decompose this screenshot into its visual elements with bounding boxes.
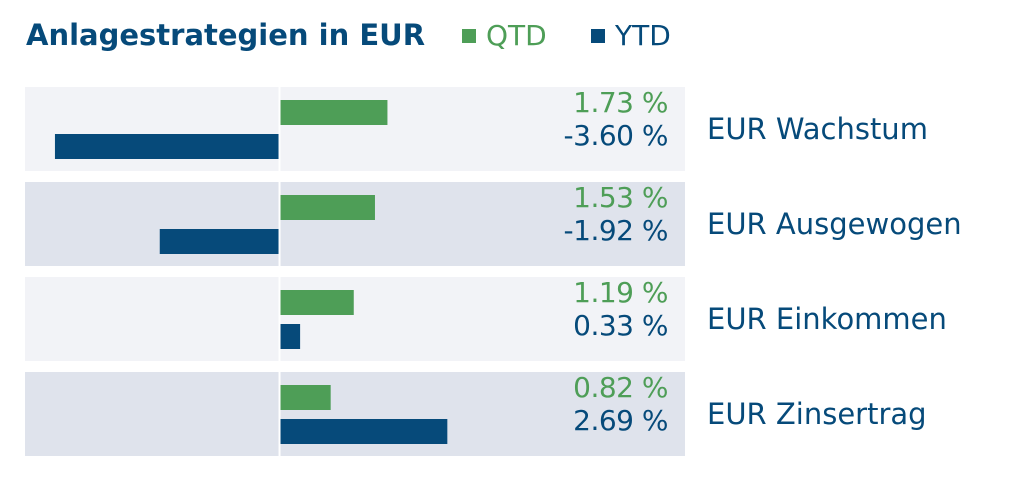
value-label-ytd: 2.69 % bbox=[573, 404, 668, 437]
value-label-ytd: -3.60 % bbox=[564, 119, 668, 152]
value-label-qtd: 1.73 % bbox=[573, 86, 668, 119]
row-background bbox=[25, 277, 685, 361]
legend: QTD YTD bbox=[462, 19, 671, 52]
category-label: EUR Einkommen bbox=[707, 302, 947, 336]
bar-ytd bbox=[54, 134, 280, 159]
category-label: EUR Zinsertrag bbox=[707, 397, 927, 431]
category-labels: EUR Wachstum EUR Ausgewogen EUR Einkommen E… bbox=[707, 112, 962, 431]
legend-label-ytd: YTD bbox=[614, 19, 671, 52]
bar-qtd bbox=[279, 385, 331, 410]
value-label-ytd: 0.33 % bbox=[573, 309, 668, 342]
bar-qtd bbox=[279, 195, 375, 220]
bar-ytd bbox=[279, 324, 301, 349]
bar-ytd bbox=[279, 419, 448, 444]
category-label: EUR Wachstum bbox=[707, 112, 928, 146]
bar-qtd bbox=[279, 100, 388, 125]
legend-swatch-ytd bbox=[591, 29, 605, 43]
value-label-ytd: -1.92 % bbox=[564, 214, 668, 247]
bars bbox=[54, 100, 448, 444]
category-label: EUR Ausgewogen bbox=[707, 207, 962, 241]
bar-qtd bbox=[279, 290, 354, 315]
value-labels: 1.73 %-3.60 % 1.53 %-1.92 % 1.19 %0.33 % 0.… bbox=[564, 86, 669, 437]
value-label-qtd: 1.19 % bbox=[573, 276, 668, 309]
legend-swatch-qtd bbox=[462, 29, 476, 43]
bar-ytd bbox=[159, 229, 280, 254]
value-label-qtd: 0.82 % bbox=[573, 371, 668, 404]
chart-title: Anlagestrategien in EUR bbox=[26, 18, 425, 52]
value-label-qtd: 1.53 % bbox=[573, 181, 668, 214]
legend-label-qtd: QTD bbox=[486, 19, 547, 52]
